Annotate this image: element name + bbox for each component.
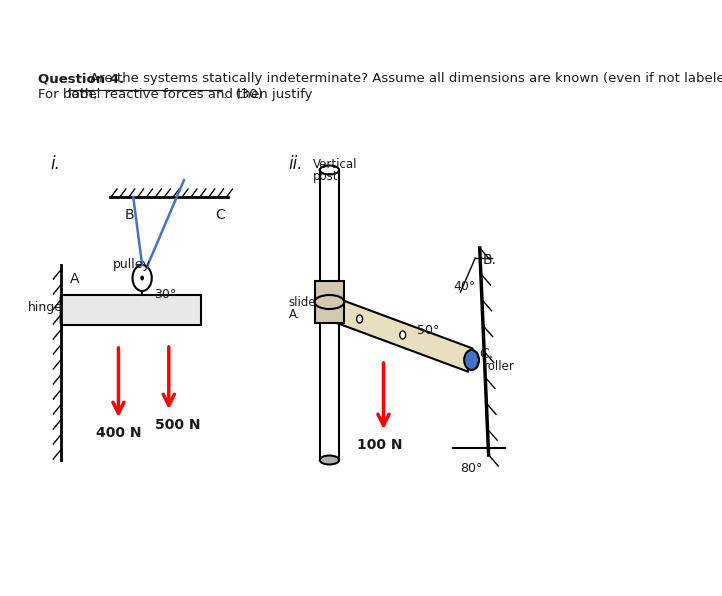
Circle shape — [400, 331, 406, 339]
Text: slider: slider — [289, 296, 321, 309]
Text: 500 N: 500 N — [155, 418, 201, 432]
Bar — [315, 281, 344, 323]
Text: hinge: hinge — [27, 302, 62, 315]
Text: Vertical: Vertical — [313, 158, 357, 171]
Text: Are the systems statically indeterminate? Assume all dimensions are known (even : Are the systems statically indeterminate… — [90, 72, 722, 85]
Text: For both,: For both, — [38, 88, 102, 101]
Ellipse shape — [320, 166, 339, 175]
Text: 40°: 40° — [454, 280, 476, 293]
Text: C: C — [216, 208, 225, 222]
Text: pulley: pulley — [113, 258, 150, 271]
Polygon shape — [333, 299, 472, 371]
Text: roller: roller — [484, 359, 514, 372]
Text: post: post — [313, 170, 338, 183]
Text: A: A — [69, 272, 79, 286]
Text: label reactive forces and then justify: label reactive forces and then justify — [68, 88, 313, 101]
Text: B: B — [125, 208, 134, 222]
Circle shape — [133, 265, 152, 291]
Ellipse shape — [320, 455, 339, 464]
Circle shape — [140, 275, 144, 281]
Ellipse shape — [315, 295, 344, 309]
Text: B.: B. — [483, 253, 497, 267]
Text: 400 N: 400 N — [96, 426, 142, 440]
Text: i.: i. — [51, 155, 60, 173]
Text: .  (30): . (30) — [223, 88, 263, 101]
Text: 80°: 80° — [461, 462, 483, 475]
Bar — [61, 295, 201, 325]
Text: ii.: ii. — [289, 155, 303, 173]
Text: Question 4.: Question 4. — [38, 72, 125, 85]
Circle shape — [464, 350, 479, 370]
Text: C.: C. — [479, 347, 493, 361]
Bar — [320, 170, 339, 460]
Circle shape — [357, 315, 362, 323]
Text: A.: A. — [289, 309, 300, 321]
Text: 30°: 30° — [154, 288, 176, 301]
Text: 50°: 50° — [417, 324, 439, 337]
Text: 100 N: 100 N — [357, 438, 403, 452]
